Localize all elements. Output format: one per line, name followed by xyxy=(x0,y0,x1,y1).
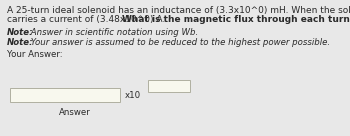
FancyBboxPatch shape xyxy=(10,88,120,102)
Text: What is the magnetic flux through each turn?: What is the magnetic flux through each t… xyxy=(122,15,350,24)
Text: Answer in scientific notation using Wb.: Answer in scientific notation using Wb. xyxy=(28,28,198,37)
Text: Note:: Note: xyxy=(7,28,34,37)
Text: Note:: Note: xyxy=(7,38,34,47)
Text: carries a current of (3.48x10^0) A.: carries a current of (3.48x10^0) A. xyxy=(7,15,168,24)
Text: Your answer is assumed to be reduced to the highest power possible.: Your answer is assumed to be reduced to … xyxy=(28,38,330,47)
Text: Your Answer:: Your Answer: xyxy=(7,50,63,59)
Text: Answer: Answer xyxy=(59,108,91,117)
FancyBboxPatch shape xyxy=(148,80,190,92)
Text: A 25-turn ideal solenoid has an inductance of (3.3x10^0) mH. When the solenoid: A 25-turn ideal solenoid has an inductan… xyxy=(7,6,350,15)
Text: x10: x10 xyxy=(125,90,141,100)
